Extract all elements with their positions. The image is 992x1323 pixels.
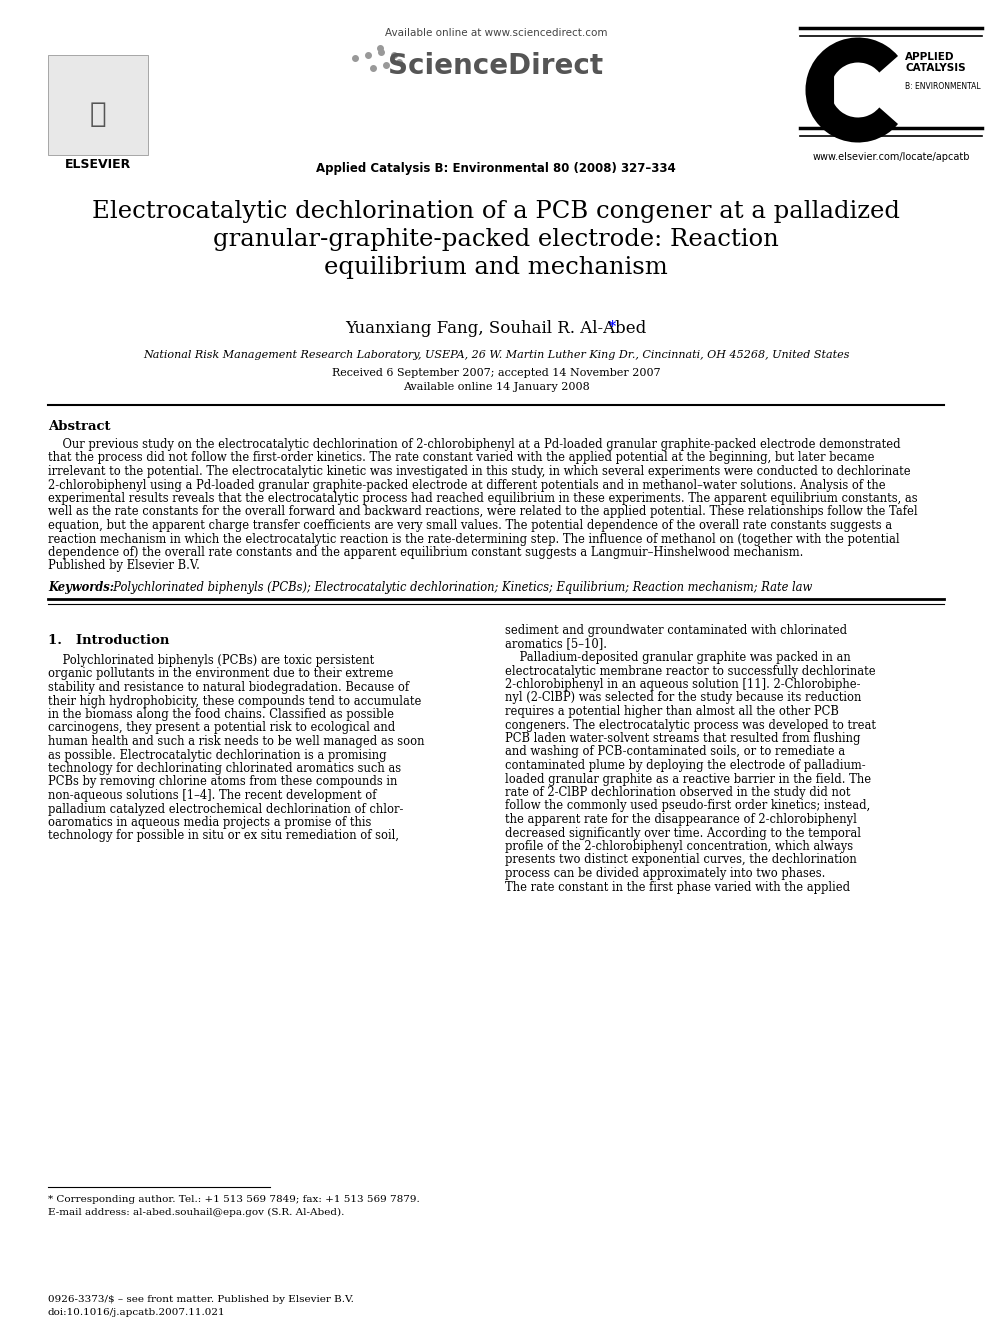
Text: PCBs by removing chlorine atoms from these compounds in: PCBs by removing chlorine atoms from the… [48,775,398,789]
Text: electrocatalytic membrane reactor to successfully dechlorinate: electrocatalytic membrane reactor to suc… [505,664,876,677]
Text: Applied Catalysis B: Environmental 80 (2008) 327–334: Applied Catalysis B: Environmental 80 (2… [316,161,676,175]
Text: The rate constant in the first phase varied with the applied: The rate constant in the first phase var… [505,881,850,893]
Text: and washing of PCB-contaminated soils, or to remediate a: and washing of PCB-contaminated soils, o… [505,745,845,758]
Text: that the process did not follow the first-order kinetics. The rate constant vari: that the process did not follow the firs… [48,451,875,464]
Text: rate of 2-ClBP dechlorination observed in the study did not: rate of 2-ClBP dechlorination observed i… [505,786,850,799]
Text: National Risk Management Research Laboratory, USEPA, 26 W. Martin Luther King Dr: National Risk Management Research Labora… [143,351,849,360]
Text: 1.   Introduction: 1. Introduction [48,634,170,647]
Text: decreased significantly over time. According to the temporal: decreased significantly over time. Accor… [505,827,861,840]
Text: Available online at www.sciencedirect.com: Available online at www.sciencedirect.co… [385,28,607,38]
Text: CATALYSIS: CATALYSIS [905,64,965,73]
Text: 🌳: 🌳 [89,101,106,128]
Text: profile of the 2-chlorobiphenyl concentration, which always: profile of the 2-chlorobiphenyl concentr… [505,840,853,853]
Text: organic pollutants in the environment due to their extreme: organic pollutants in the environment du… [48,668,394,680]
Text: aromatics [5–10].: aromatics [5–10]. [505,638,607,651]
Text: Keywords:: Keywords: [48,581,114,594]
Text: technology for dechlorinating chlorinated aromatics such as: technology for dechlorinating chlorinate… [48,762,401,775]
Text: www.elsevier.com/locate/apcatb: www.elsevier.com/locate/apcatb [812,152,970,161]
Text: * Corresponding author. Tel.: +1 513 569 7849; fax: +1 513 569 7879.: * Corresponding author. Tel.: +1 513 569… [48,1195,420,1204]
Text: Electrocatalytic dechlorination of a PCB congener at a palladized: Electrocatalytic dechlorination of a PCB… [92,200,900,224]
Text: requires a potential higher than almost all the other PCB: requires a potential higher than almost … [505,705,839,718]
Text: *: * [609,320,616,333]
Text: 2-chlorobiphenyl in an aqueous solution [11]. 2-Chlorobiphe-: 2-chlorobiphenyl in an aqueous solution … [505,677,860,691]
Text: granular-graphite-packed electrode: Reaction: granular-graphite-packed electrode: Reac… [213,228,779,251]
Text: irrelevant to the potential. The electrocatalytic kinetic was investigated in th: irrelevant to the potential. The electro… [48,464,911,478]
Text: B: ENVIRONMENTAL: B: ENVIRONMENTAL [905,82,981,91]
Text: Published by Elsevier B.V.: Published by Elsevier B.V. [48,560,199,573]
Text: PCB laden water-solvent streams that resulted from flushing: PCB laden water-solvent streams that res… [505,732,860,745]
Text: Polychlorinated biphenyls (PCBs); Electrocatalytic dechlorination; Kinetics; Equ: Polychlorinated biphenyls (PCBs); Electr… [106,581,812,594]
Text: presents two distinct exponential curves, the dechlorination: presents two distinct exponential curves… [505,853,857,867]
Text: well as the rate constants for the overall forward and backward reactions, were : well as the rate constants for the overa… [48,505,918,519]
Text: loaded granular graphite as a reactive barrier in the field. The: loaded granular graphite as a reactive b… [505,773,871,786]
Text: congeners. The electrocatalytic process was developed to treat: congeners. The electrocatalytic process … [505,718,876,732]
Text: ScienceDirect: ScienceDirect [389,52,603,79]
Text: experimental results reveals that the electrocatalytic process had reached equil: experimental results reveals that the el… [48,492,918,505]
Text: Available online 14 January 2008: Available online 14 January 2008 [403,382,589,392]
Text: follow the commonly used pseudo-first order kinetics; instead,: follow the commonly used pseudo-first or… [505,799,870,812]
Text: Yuanxiang Fang, Souhail R. Al-Abed: Yuanxiang Fang, Souhail R. Al-Abed [345,320,647,337]
Text: dependence of) the overall rate constants and the apparent equilibrium constant : dependence of) the overall rate constant… [48,546,804,560]
Text: non-aqueous solutions [1–4]. The recent development of: non-aqueous solutions [1–4]. The recent … [48,789,377,802]
Text: stability and resistance to natural biodegradation. Because of: stability and resistance to natural biod… [48,681,409,695]
Text: equilibrium and mechanism: equilibrium and mechanism [324,255,668,279]
Text: doi:10.1016/j.apcatb.2007.11.021: doi:10.1016/j.apcatb.2007.11.021 [48,1308,225,1316]
Text: 0926-3373/$ – see front matter. Published by Elsevier B.V.: 0926-3373/$ – see front matter. Publishe… [48,1295,354,1304]
Text: palladium catalyzed electrochemical dechlorination of chlor-: palladium catalyzed electrochemical dech… [48,803,404,815]
Text: reaction mechanism in which the electrocatalytic reaction is the rate-determinin: reaction mechanism in which the electroc… [48,532,900,545]
Text: human health and such a risk needs to be well managed as soon: human health and such a risk needs to be… [48,736,425,747]
Text: carcinogens, they present a potential risk to ecological and: carcinogens, they present a potential ri… [48,721,395,734]
Text: 2-chlorobiphenyl using a Pd-loaded granular graphite-packed electrode at differe: 2-chlorobiphenyl using a Pd-loaded granu… [48,479,886,492]
Text: E-mail address: al-abed.souhail@epa.gov (S.R. Al-Abed).: E-mail address: al-abed.souhail@epa.gov … [48,1208,344,1217]
Text: nyl (2-ClBP) was selected for the study because its reduction: nyl (2-ClBP) was selected for the study … [505,692,861,705]
Text: Abstract: Abstract [48,419,110,433]
Text: in the biomass along the food chains. Classified as possible: in the biomass along the food chains. Cl… [48,708,394,721]
Text: ELSEVIER: ELSEVIER [64,157,131,171]
Text: oaromatics in aqueous media projects a promise of this: oaromatics in aqueous media projects a p… [48,816,371,830]
Text: equation, but the apparent charge transfer coefficients are very small values. T: equation, but the apparent charge transf… [48,519,892,532]
Text: Polychlorinated biphenyls (PCBs) are toxic persistent: Polychlorinated biphenyls (PCBs) are tox… [48,654,374,667]
Text: Palladium-deposited granular graphite was packed in an: Palladium-deposited granular graphite wa… [505,651,851,664]
Text: sediment and groundwater contaminated with chlorinated: sediment and groundwater contaminated wi… [505,624,847,636]
Text: as possible. Electrocatalytic dechlorination is a promising: as possible. Electrocatalytic dechlorina… [48,749,387,762]
Text: Our previous study on the electrocatalytic dechlorination of 2-chlorobiphenyl at: Our previous study on the electrocatalyt… [48,438,901,451]
Bar [48,56,148,155]
Text: contaminated plume by deploying the electrode of palladium-: contaminated plume by deploying the elec… [505,759,866,773]
Text: the apparent rate for the disappearance of 2-chlorobiphenyl: the apparent rate for the disappearance … [505,814,857,826]
Text: APPLIED: APPLIED [905,52,954,62]
Text: their high hydrophobicity, these compounds tend to accumulate: their high hydrophobicity, these compoun… [48,695,422,708]
Text: process can be divided approximately into two phases.: process can be divided approximately int… [505,867,825,880]
Text: technology for possible in situ or ex situ remediation of soil,: technology for possible in situ or ex si… [48,830,399,843]
Text: Received 6 September 2007; accepted 14 November 2007: Received 6 September 2007; accepted 14 N… [331,368,661,378]
